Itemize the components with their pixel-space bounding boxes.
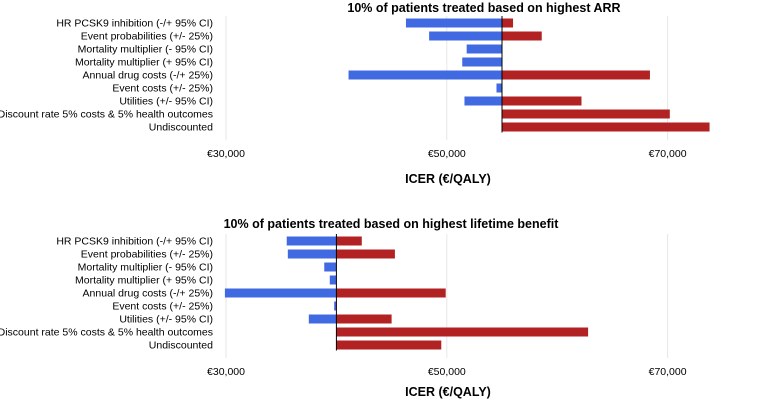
panel-lifetime-benefit: 10% of patients treated based on highest… [0, 217, 687, 399]
bar-lower [462, 57, 502, 67]
panel-2-x-axis-title: ICER (€/QALY) [405, 385, 491, 399]
bar-lower [429, 31, 502, 41]
bar-upper [502, 18, 514, 28]
panel-1-x-axis-title: ICER (€/QALY) [405, 172, 491, 186]
parameter-label: HR PCSK9 inhibition (-/+ 95% CI) [56, 18, 213, 30]
bar-lower [334, 301, 337, 311]
bar-lower [329, 275, 337, 285]
panel-1-bars [348, 18, 710, 132]
bar-lower [496, 83, 502, 93]
bar-lower [224, 288, 337, 298]
bar-upper [336, 249, 395, 259]
parameter-label: Annual drug costs (-/+ 25%) [83, 288, 213, 300]
parameter-label: Mortality multiplier (- 95% CI) [78, 262, 213, 274]
parameter-label: Event probabilities (+/- 25%) [81, 31, 213, 43]
parameter-label: Utilities (+/- 95% CI) [119, 314, 213, 326]
x-tick-label: €50,000 [428, 366, 466, 378]
bar-lower [464, 96, 502, 106]
x-tick-label: €70,000 [649, 366, 687, 378]
parameter-label: Annual drug costs (-/+ 25%) [83, 70, 213, 82]
parameter-label: Event costs (+/- 25%) [112, 83, 213, 95]
panel-2-bars [224, 236, 589, 350]
bar-upper [336, 327, 589, 337]
panel-arr: 10% of patients treated based on highest… [0, 1, 710, 186]
parameter-label: Discount rate 5% costs & 5% health outco… [0, 327, 213, 339]
panel-2-title: 10% of patients treated based on highest… [224, 217, 560, 231]
bar-lower [405, 18, 502, 28]
parameter-label: HR PCSK9 inhibition (-/+ 95% CI) [56, 236, 213, 248]
bar-upper [336, 288, 446, 298]
bar-upper [502, 109, 670, 119]
x-tick-label: €50,000 [428, 148, 466, 160]
panel-1-x-ticks: €30,000 €50,000 €70,000 [207, 148, 687, 160]
panel-1-parameter-labels: HR PCSK9 inhibition (-/+ 95% CI)Event pr… [0, 18, 213, 134]
bar-lower [308, 314, 337, 324]
x-tick-label: €30,000 [207, 148, 245, 160]
bar-upper [502, 96, 582, 106]
bar-upper [502, 122, 710, 132]
x-tick-label: €30,000 [207, 366, 245, 378]
parameter-label: Utilities (+/- 95% CI) [119, 96, 213, 108]
panel-2-parameter-labels: HR PCSK9 inhibition (-/+ 95% CI)Event pr… [0, 236, 213, 352]
panel-2-x-ticks: €30,000 €50,000 €70,000 [207, 366, 687, 378]
x-tick-label: €70,000 [649, 148, 687, 160]
bar-lower [287, 249, 337, 259]
bar-upper [502, 70, 650, 80]
bar-upper [336, 236, 362, 246]
parameter-label: Mortality multiplier (+ 95% CI) [75, 275, 213, 287]
bar-lower [324, 262, 337, 272]
bar-lower [466, 44, 502, 54]
parameter-label: Event probabilities (+/- 25%) [81, 249, 213, 261]
parameter-label: Undiscounted [149, 340, 213, 352]
bar-lower [286, 236, 337, 246]
parameter-label: Event costs (+/- 25%) [112, 301, 213, 313]
parameter-label: Mortality multiplier (- 95% CI) [78, 44, 213, 56]
panel-1-title: 10% of patients treated based on highest… [347, 1, 620, 15]
parameter-label: Mortality multiplier (+ 95% CI) [75, 57, 213, 69]
bar-upper [502, 31, 542, 41]
bar-upper [336, 340, 442, 350]
bar-lower [348, 70, 502, 80]
parameter-label: Discount rate 5% costs & 5% health outco… [0, 109, 213, 121]
bar-upper [336, 314, 392, 324]
parameter-label: Undiscounted [149, 122, 213, 134]
